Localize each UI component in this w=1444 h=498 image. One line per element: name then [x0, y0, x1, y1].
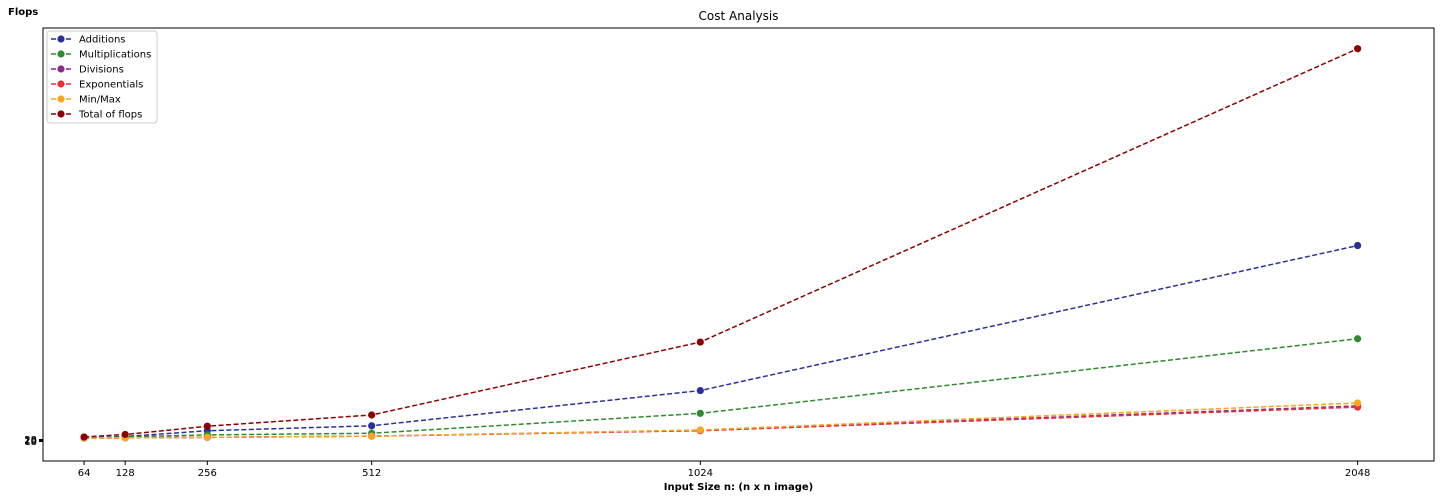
series-line — [84, 338, 1358, 439]
series-4 — [80, 399, 1362, 442]
series-line — [84, 244, 1358, 439]
data-point — [368, 432, 376, 440]
legend-label: Divisions — [79, 65, 124, 76]
data-point — [368, 411, 376, 419]
y-tick-label: 18 — [24, 437, 37, 448]
series-1 — [80, 335, 1362, 442]
data-point — [696, 426, 704, 434]
series-0 — [80, 241, 1362, 442]
x-tick-label: 2048 — [1345, 468, 1370, 479]
series-line — [84, 48, 1358, 438]
legend-label: Additions — [79, 35, 126, 46]
legend-label: Min/Max — [79, 95, 121, 106]
x-ticks: 64 128 256 512 1024 2048 — [78, 461, 1370, 479]
x-tick-label: 64 — [78, 468, 91, 479]
legend-item: Min/Max — [51, 95, 121, 106]
data-point — [696, 338, 704, 346]
series-5 — [80, 45, 1362, 441]
legend-swatch-marker — [57, 50, 65, 58]
data-point — [1354, 241, 1362, 250]
legend-swatch-marker — [57, 110, 65, 118]
data-point — [121, 430, 129, 439]
legend-swatch-marker — [57, 80, 65, 88]
data-point — [368, 422, 376, 430]
legend-item: Exponentials — [51, 80, 143, 91]
data-point — [1354, 399, 1362, 407]
x-tick-label: 512 — [362, 468, 381, 479]
x-axis-label: Input Size n: (n x n image) — [664, 482, 814, 493]
series-3 — [80, 403, 1362, 442]
series-line — [84, 406, 1358, 439]
y-axis-label: Flops — [8, 7, 38, 18]
y-tick-label: 20 — [24, 436, 37, 447]
legend-box — [46, 30, 158, 124]
legend-label: Multiplications — [79, 50, 151, 61]
legend-item: Additions — [51, 35, 126, 46]
series-line — [84, 402, 1358, 439]
legend-item: Divisions — [51, 65, 124, 76]
chart-title: Cost Analysis — [699, 9, 779, 23]
x-tick-label: 256 — [198, 468, 217, 479]
y-tick-label: 28 — [24, 435, 37, 446]
data-point — [696, 409, 704, 417]
legend-label: Exponentials — [79, 80, 143, 91]
plot-frame — [42, 27, 1435, 462]
data-point — [1354, 335, 1362, 343]
data-point — [203, 433, 211, 441]
data-point — [203, 422, 211, 430]
legend-swatch-marker — [57, 35, 65, 43]
legend-swatch-marker — [57, 95, 65, 103]
legend-swatch-marker — [57, 65, 65, 73]
series-group — [80, 45, 1362, 442]
data-point — [80, 433, 88, 441]
data-point — [696, 386, 704, 395]
legend-item: Multiplications — [51, 50, 151, 61]
legend-item: Total of flops — [51, 110, 142, 121]
data-point — [1354, 45, 1362, 53]
legend: Additions Multiplications Divisions Exponen… — [46, 30, 158, 124]
x-tick-label: 1024 — [688, 468, 713, 479]
legend-label: Total of flops — [78, 110, 142, 121]
x-tick-label: 128 — [116, 468, 135, 479]
